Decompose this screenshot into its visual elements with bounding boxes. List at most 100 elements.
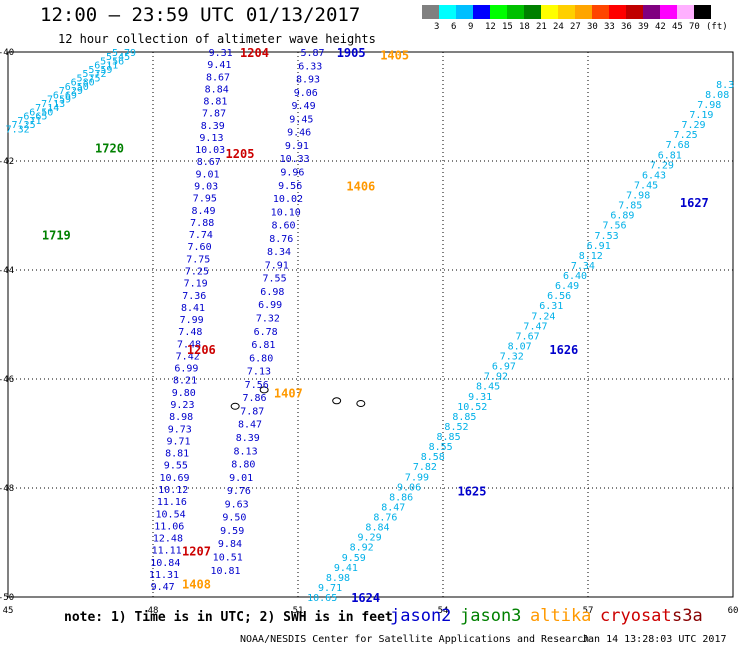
wave-height-value: 7.92 [484, 372, 508, 383]
wave-height-value: 9.41 [207, 60, 231, 71]
wave-height-value: 5.45 [106, 52, 130, 63]
wave-height-value: 7.99 [405, 472, 429, 483]
wave-height-value: 9.49 [292, 101, 316, 112]
pass-time-label: 1720 [95, 141, 124, 155]
color-scale-label: 9 [468, 22, 474, 32]
wave-height-value: 9.80 [172, 388, 196, 399]
wave-height-value: 9.47 [151, 582, 175, 593]
color-scale-swatch [660, 5, 677, 19]
wave-height-value: 6.80 [71, 78, 95, 89]
wave-height-value: 7.25 [185, 266, 209, 277]
color-scale-label: 18 [519, 22, 530, 32]
wave-height-value: 8.39 [201, 121, 225, 132]
wave-height-value: 9.31 [468, 392, 492, 403]
wave-height-value: 8.84 [205, 84, 229, 95]
wave-height-value: 9.96 [280, 167, 304, 178]
x-tick-label: 48 [148, 606, 159, 616]
wave-height-value: 7.19 [689, 110, 713, 121]
y-tick-label: -40 [0, 48, 14, 58]
color-scale-swatch [592, 5, 609, 19]
color-scale-label: 15 [502, 22, 513, 32]
wave-height-value: 10.84 [150, 558, 180, 569]
island-outline [356, 400, 366, 408]
x-tick-label: 54 [438, 606, 449, 616]
wave-height-value: 6.91 [587, 241, 611, 252]
note-text: note: 1) Time is in UTC; 2) SWH is in fe… [64, 610, 393, 625]
color-scale-swatch [490, 5, 507, 19]
wave-height-value: 7.71 [17, 116, 41, 127]
wave-height-value: 7.87 [202, 109, 226, 120]
wave-height-value: 7.86 [242, 393, 266, 404]
wave-height-value: 6.56 [547, 291, 571, 302]
wave-height-value: 7.13 [247, 367, 271, 378]
satellite-tracks: 7.327.257.716.656.507.147.137.596.697.29… [6, 48, 735, 604]
wave-height-value: 9.71 [318, 583, 342, 594]
y-tick-label: -46 [0, 375, 14, 385]
wave-height-value: 11.31 [149, 570, 179, 581]
color-scale-label: 42 [655, 22, 666, 32]
pass-time-label: 1408 [182, 577, 211, 591]
pass-time-label: 1905 [337, 46, 366, 60]
wave-height-value: 7.32 [500, 352, 524, 363]
wave-height-value: 7.95 [193, 194, 217, 205]
color-scale-unit: (ft) [706, 22, 728, 32]
x-tick-label: 51 [293, 606, 304, 616]
pass-time-label: 1625 [458, 485, 487, 499]
x-tick-label: 45 [3, 606, 14, 616]
color-scale-label: 39 [638, 22, 649, 32]
color-scale-swatch [473, 5, 490, 19]
wave-height-value: 8.07 [508, 341, 532, 352]
wave-height-value: 8.98 [326, 573, 350, 584]
pass-time-label: 1405 [380, 49, 409, 63]
wave-height-value: 10.65 [307, 593, 337, 604]
legend-altika: altika [530, 606, 592, 626]
wave-height-value: 10.52 [457, 402, 487, 413]
legend-jason3: jason3 [460, 606, 522, 626]
wave-height-value: 7.88 [190, 218, 214, 229]
wave-height-value: 6.81 [251, 340, 275, 351]
wave-height-value: 10.03 [195, 145, 225, 156]
wave-height-value: 9.01 [195, 169, 219, 180]
color-scale-label: 24 [553, 22, 564, 32]
wave-height-value: 6.49 [555, 281, 579, 292]
wave-height-value: 6.80 [249, 353, 273, 364]
wave-height-value: 7.68 [666, 140, 690, 151]
wave-height-value: 7.29 [59, 86, 83, 97]
wave-height-value: 8.49 [191, 206, 215, 217]
wave-height-value: 8.41 [181, 303, 205, 314]
wave-height-value: 9.01 [229, 473, 253, 484]
wave-height-value: 8.81 [165, 449, 189, 460]
pass-time-label: 1207 [182, 545, 211, 559]
wave-height-value: 7.25 [674, 130, 698, 141]
wave-height-value: 9.41 [334, 563, 358, 574]
color-scale-label: 33 [604, 22, 615, 32]
island-outline [332, 397, 342, 405]
color-scale-swatch [541, 5, 558, 19]
wave-height-value: 8.93 [296, 75, 320, 86]
pass-time-label: 1626 [549, 343, 578, 357]
wave-height-value: 9.45 [289, 114, 313, 125]
wave-height-value: 10.54 [156, 509, 186, 520]
wave-height-value: 8.58 [421, 452, 445, 463]
wave-height-value: 9.29 [358, 533, 382, 544]
wave-height-value: 9.59 [342, 553, 366, 564]
wave-height-value: 6.31 [539, 301, 563, 312]
color-scale-swatch [507, 5, 524, 19]
island-outline [230, 402, 240, 410]
wave-height-value: 6.40 [563, 271, 587, 282]
wave-height-value: 8.08 [705, 90, 729, 101]
wave-height-value: 7.56 [602, 221, 626, 232]
wave-height-value: 7.87 [240, 406, 264, 417]
footer-credit: NOAA/NESDIS Center for Satellite Applica… [240, 634, 590, 645]
wave-height-value: 8.34 [267, 247, 291, 258]
wave-height-value: 6.99 [174, 364, 198, 375]
wave-height-value: 6.78 [254, 327, 278, 338]
wave-height-value: 8.60 [271, 221, 295, 232]
wave-height-value: 9.63 [225, 499, 249, 510]
wave-height-value: 9.23 [170, 400, 194, 411]
wave-height-value: 9.56 [278, 181, 302, 192]
wave-height-value: 7.42 [176, 351, 200, 362]
color-scale-label: 30 [587, 22, 598, 32]
legend-s3a: s3a [672, 606, 703, 626]
islands [230, 386, 366, 410]
